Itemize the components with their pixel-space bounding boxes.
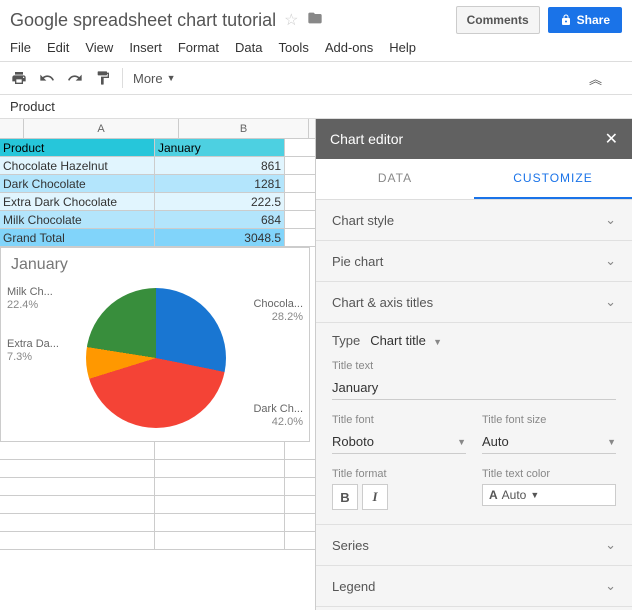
section-series[interactable]: Series ⌄	[316, 525, 632, 566]
cell[interactable]: 861	[155, 157, 285, 174]
menubar: File Edit View Insert Format Data Tools …	[10, 34, 622, 61]
italic-button[interactable]: I	[362, 484, 388, 510]
section-axis-titles[interactable]: Chart & axis titles ⌄	[316, 282, 632, 323]
table-row[interactable]: Dark Chocolate 1281	[0, 175, 315, 193]
section-chart-style[interactable]: Chart style ⌄	[316, 200, 632, 241]
chart-editor-header: Chart editor ✕	[316, 119, 632, 159]
table-row[interactable]: Grand Total 3048.5	[0, 229, 315, 247]
title-font-label: Title font	[332, 414, 466, 426]
column-header-b[interactable]: B	[179, 119, 309, 138]
menu-format[interactable]: Format	[178, 40, 219, 55]
chevron-down-icon: ⌄	[605, 294, 616, 310]
comments-button[interactable]: Comments	[456, 6, 540, 34]
tab-data[interactable]: DATA	[316, 159, 474, 199]
title-font-size-dropdown[interactable]: Auto▼	[482, 430, 616, 454]
cell[interactable]: 222.5	[155, 193, 285, 210]
menu-edit[interactable]: Edit	[47, 40, 69, 55]
name-box[interactable]: Product	[0, 95, 632, 119]
close-icon[interactable]: ✕	[605, 129, 618, 149]
title-color-picker[interactable]: A Auto ▼	[482, 484, 616, 506]
table-row[interactable]: Extra Dark Chocolate 222.5	[0, 193, 315, 211]
chart-editor-title: Chart editor	[330, 131, 403, 147]
pie-label: Chocola...28.2%	[253, 298, 303, 324]
column-header-a[interactable]: A	[24, 119, 179, 138]
folder-icon[interactable]	[307, 10, 323, 31]
cell[interactable]: January	[155, 139, 285, 156]
pie-label: Milk Ch...22.4%	[7, 286, 53, 312]
more-button[interactable]: More ▼	[133, 71, 176, 86]
title-font-size-label: Title font size	[482, 414, 616, 426]
cell[interactable]: Dark Chocolate	[0, 175, 155, 192]
toolbar: More ▼ ︽	[0, 61, 632, 95]
chart-editor-panel: Chart editor ✕ DATA CUSTOMIZE Chart styl…	[315, 119, 632, 610]
redo-icon[interactable]	[66, 69, 84, 87]
pie-chart	[86, 288, 226, 428]
menu-file[interactable]: File	[10, 40, 31, 55]
share-button[interactable]: Share	[548, 7, 622, 33]
axis-titles-panel: Type Chart title ▼ Title text Title font…	[316, 323, 632, 525]
type-label: Type	[332, 333, 360, 348]
share-label: Share	[577, 13, 610, 27]
cell[interactable]: 684	[155, 211, 285, 228]
pie-label: Dark Ch...42.0%	[253, 403, 303, 429]
menu-addons[interactable]: Add-ons	[325, 40, 373, 55]
title-format-label: Title format	[332, 468, 466, 480]
lock-icon	[560, 14, 572, 26]
section-pie-chart[interactable]: Pie chart ⌄	[316, 241, 632, 282]
title-text-label: Title text	[332, 360, 616, 372]
cell[interactable]: Extra Dark Chocolate	[0, 193, 155, 210]
table-header-row[interactable]: Product January	[0, 139, 315, 157]
menu-view[interactable]: View	[85, 40, 113, 55]
menu-help[interactable]: Help	[389, 40, 416, 55]
chevron-down-icon: ⌄	[605, 253, 616, 269]
menu-tools[interactable]: Tools	[278, 40, 308, 55]
title-color-label: Title text color	[482, 468, 616, 480]
table-row[interactable]: Chocolate Hazelnut 861	[0, 157, 315, 175]
chevron-down-icon: ⌄	[605, 537, 616, 553]
cell[interactable]: Milk Chocolate	[0, 211, 155, 228]
pie-label: Extra Da...7.3%	[7, 338, 59, 364]
type-dropdown[interactable]: Chart title ▼	[370, 333, 442, 348]
bold-button[interactable]: B	[332, 484, 358, 510]
document-title[interactable]: Google spreadsheet chart tutorial	[10, 10, 276, 31]
chart-title: January	[1, 248, 309, 282]
collapse-toolbar-icon[interactable]: ︽	[589, 69, 602, 88]
cell[interactable]: 1281	[155, 175, 285, 192]
print-icon[interactable]	[10, 69, 28, 87]
chevron-down-icon: ⌄	[605, 578, 616, 594]
title-text-input[interactable]	[332, 376, 616, 400]
table-row[interactable]: Milk Chocolate 684	[0, 211, 315, 229]
cell[interactable]: Product	[0, 139, 155, 156]
chevron-down-icon: ⌄	[605, 212, 616, 228]
cell[interactable]: Chocolate Hazelnut	[0, 157, 155, 174]
star-icon[interactable]: ☆	[284, 10, 298, 30]
tab-customize[interactable]: CUSTOMIZE	[474, 159, 632, 199]
cell[interactable]: Grand Total	[0, 229, 155, 246]
menu-data[interactable]: Data	[235, 40, 262, 55]
embedded-chart[interactable]: January Milk Ch...22.4% Extra Da...7.3% …	[0, 247, 310, 442]
spreadsheet-grid[interactable]: A B Product January Chocolate Hazelnut 8…	[0, 119, 315, 610]
title-font-dropdown[interactable]: Roboto▼	[332, 430, 466, 454]
header: Google spreadsheet chart tutorial ☆ Comm…	[0, 0, 632, 61]
section-legend[interactable]: Legend ⌄	[316, 566, 632, 607]
menu-insert[interactable]: Insert	[129, 40, 162, 55]
undo-icon[interactable]	[38, 69, 56, 87]
cell[interactable]: 3048.5	[155, 229, 285, 246]
paint-format-icon[interactable]	[94, 69, 112, 87]
